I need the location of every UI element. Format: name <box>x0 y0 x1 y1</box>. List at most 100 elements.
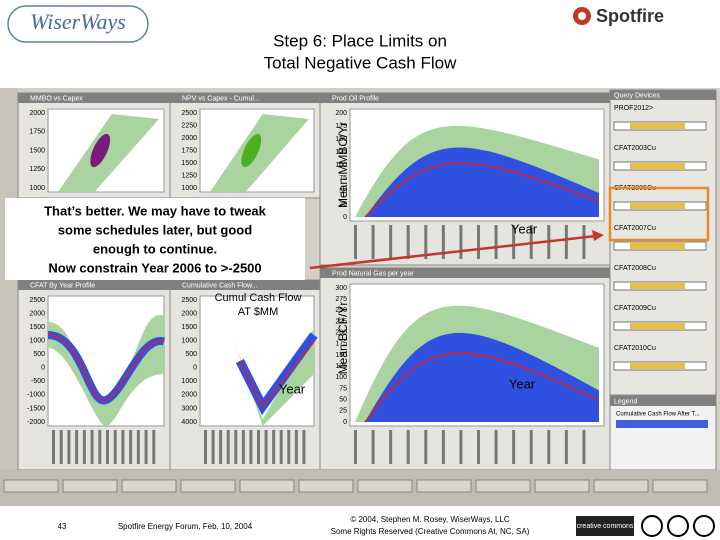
x-tick-stub <box>144 430 148 464</box>
y-tick-label: 0 <box>41 365 45 372</box>
x-tick-stub <box>113 430 117 464</box>
title-bar <box>18 280 170 290</box>
y-tick-label: 0 <box>343 419 347 426</box>
x-tick-stub <box>52 430 55 464</box>
axis-label: Cumul Cash Flow <box>215 292 302 304</box>
query-title: Query Devices <box>614 92 660 99</box>
y-tick-label: 1750 <box>29 129 45 136</box>
x-tick-stub <box>582 430 586 464</box>
query-item: CFAT2009Cu <box>614 305 656 312</box>
slider-range <box>630 163 685 169</box>
legend-item: Cumulative Cash Flow After T... <box>616 412 700 418</box>
y-tick-label: 1000 <box>29 338 45 345</box>
x-tick-stub <box>406 430 410 464</box>
x-tick-stub <box>249 430 253 464</box>
x-tick-stub <box>424 225 428 259</box>
tab <box>652 479 708 493</box>
y-tick-label: 1500 <box>29 324 45 331</box>
tab <box>357 479 413 493</box>
y-tick-label: 250 <box>335 307 347 314</box>
y-tick-label: 100 <box>335 162 347 169</box>
x-tick-stub <box>136 430 140 464</box>
y-tick-label: 75 <box>339 385 347 392</box>
x-tick-stub <box>494 225 498 259</box>
panel-title: NPV vs Capex - Cumul... <box>182 95 260 102</box>
y-tick-label: 275 <box>335 296 347 303</box>
y-tick-label: 200 <box>335 110 347 117</box>
tab <box>416 479 472 493</box>
legend-title: Legend <box>614 398 637 405</box>
footer-event: Spotfire Energy Forum, Feb. 10, 2004 <box>118 522 253 531</box>
y-tick-label: 2500 <box>181 297 197 304</box>
mean-line <box>364 352 600 423</box>
x-tick-stub <box>226 430 230 464</box>
x-tick-stub <box>152 430 156 464</box>
title-bar <box>320 268 610 278</box>
y-tick-label: 1000 <box>181 338 197 345</box>
slider-range <box>630 203 685 209</box>
y-tick-label: 75 <box>339 175 347 182</box>
y-tick-label: 2000 <box>181 310 197 317</box>
x-tick-stub <box>371 430 375 464</box>
x-tick-stub <box>106 430 109 464</box>
x-tick-stub <box>90 430 94 464</box>
tab <box>3 479 59 493</box>
query-item: CFAT2003Cu <box>614 145 656 152</box>
logo: WiserWays <box>30 9 126 34</box>
tab <box>298 479 354 493</box>
x-tick-stub <box>67 430 71 464</box>
panel-title: Prod Oil Profile <box>332 95 379 102</box>
y-tick-label: 1500 <box>181 324 197 331</box>
y-tick-label: 1000 <box>181 185 197 192</box>
y-tick-label: 1000 <box>29 185 45 192</box>
legend-swatch <box>616 420 708 428</box>
cc-icon <box>693 515 715 537</box>
x-tick-stub <box>512 225 516 259</box>
x-tick-stub <box>98 430 102 464</box>
point-cloud <box>210 114 309 192</box>
y-tick-label: 200 <box>335 330 347 337</box>
x-tick-stub <box>371 225 375 259</box>
tab <box>475 479 531 493</box>
tab <box>180 479 236 493</box>
x-tick-stub <box>241 430 245 464</box>
axis-label: Year <box>509 376 536 391</box>
y-tick-label: 2500 <box>181 110 197 117</box>
x-tick-stub <box>302 430 306 464</box>
x-tick-stub <box>204 430 207 464</box>
highlight <box>608 186 710 242</box>
title-bar <box>320 93 610 103</box>
tab <box>593 479 649 493</box>
footer-copyright: © 2004, Stephen M. Rosey, WiserWays, LLC <box>350 515 510 524</box>
axis-label: Year <box>279 381 306 396</box>
y-tick-label: 25 <box>339 201 347 208</box>
slider-range <box>630 323 685 329</box>
y-tick-label: 125 <box>335 363 347 370</box>
y-tick-label: -1000 <box>27 392 45 399</box>
footer-copyright: Some Rights Reserved (Creative Commons A… <box>331 527 530 536</box>
y-tick-label: 100 <box>335 374 347 381</box>
y-tick-label: 1000 <box>181 378 197 385</box>
cc-text: creative commons <box>577 523 634 530</box>
x-tick-stub <box>389 430 393 464</box>
selected-band <box>365 332 599 422</box>
y-tick-label: 175 <box>335 341 347 348</box>
y-tick-label: 2000 <box>29 310 45 317</box>
callout-line: That’s better. We may have to tweak <box>44 203 267 218</box>
x-tick-stub <box>582 225 586 259</box>
tab <box>239 479 295 493</box>
x-tick-stub <box>529 430 533 464</box>
axis-label: Mean MMBO/Yr <box>336 122 350 208</box>
x-tick-stub <box>354 430 357 464</box>
brand-icon-center <box>578 12 586 20</box>
slider-range <box>630 363 685 369</box>
callout-line: enough to continue. <box>93 241 217 256</box>
tab <box>62 479 118 493</box>
x-tick-stub <box>477 225 480 259</box>
tab <box>534 479 590 493</box>
slider-range <box>630 243 685 249</box>
x-tick-stub <box>294 430 298 464</box>
y-tick-label: -2000 <box>27 419 45 426</box>
y-tick-label: -500 <box>31 378 45 385</box>
x-tick-stub <box>424 430 428 464</box>
